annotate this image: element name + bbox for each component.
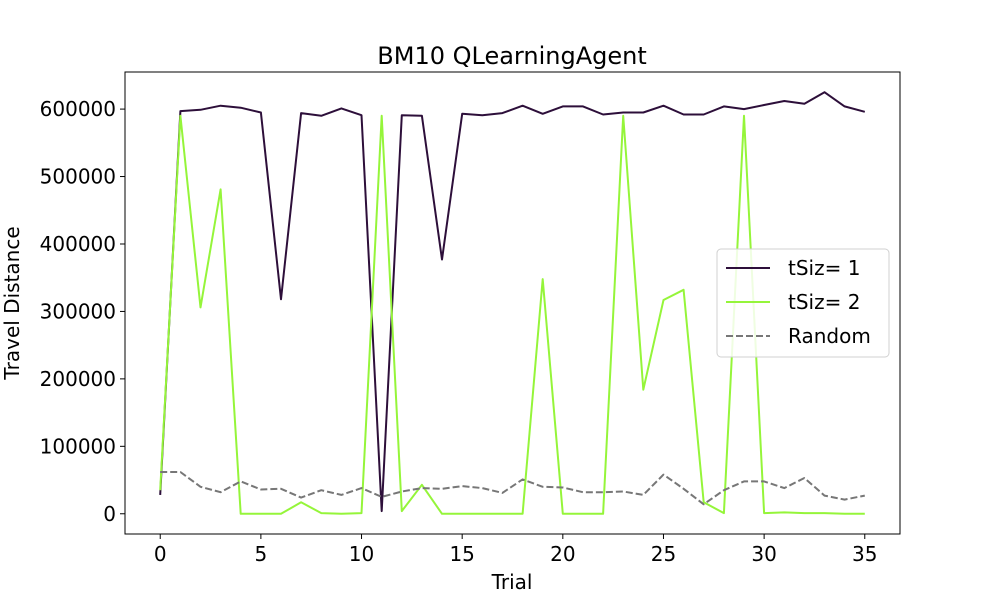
legend-label-1: tSiz= 1 (788, 256, 860, 280)
x-axis-label: Trial (491, 570, 533, 594)
legend-label-2: tSiz= 2 (788, 290, 860, 314)
x-tick-label: 10 (349, 542, 374, 566)
series-line-3 (160, 471, 865, 506)
series-line-1 (159, 91, 866, 513)
x-tick-label: 25 (651, 542, 676, 566)
series-line-2 (159, 114, 865, 515)
chart-title: BM10 QLearningAgent (377, 42, 646, 70)
y-axis: 0 100000 200000 300000 400000 500000 600000 (40, 97, 125, 526)
plot-lines (159, 91, 866, 515)
y-tick-label: 100000 (40, 434, 116, 458)
x-axis: 0 5 10 15 20 25 30 35 (154, 534, 877, 566)
plot-frame (124, 71, 901, 535)
y-axis-label: Travel Distance (0, 226, 24, 380)
y-tick-label: 500000 (40, 165, 116, 189)
x-tick-label: 0 (154, 542, 167, 566)
legend: tSiz= 1 tSiz= 2 Random (716, 248, 890, 358)
x-tick-label: 20 (550, 542, 575, 566)
y-tick-label: 400000 (40, 232, 116, 256)
y-tick-label: 300000 (40, 299, 116, 323)
legend-label-3: Random (788, 324, 871, 348)
y-tick-label: 600000 (40, 97, 116, 121)
x-tick-label: 15 (449, 542, 474, 566)
x-tick-label: 5 (255, 542, 268, 566)
y-tick-label: 0 (103, 502, 116, 526)
legend-box (716, 248, 890, 358)
x-tick-label: 30 (751, 542, 776, 566)
y-tick-label: 200000 (40, 367, 116, 391)
x-tick-label: 35 (852, 542, 877, 566)
